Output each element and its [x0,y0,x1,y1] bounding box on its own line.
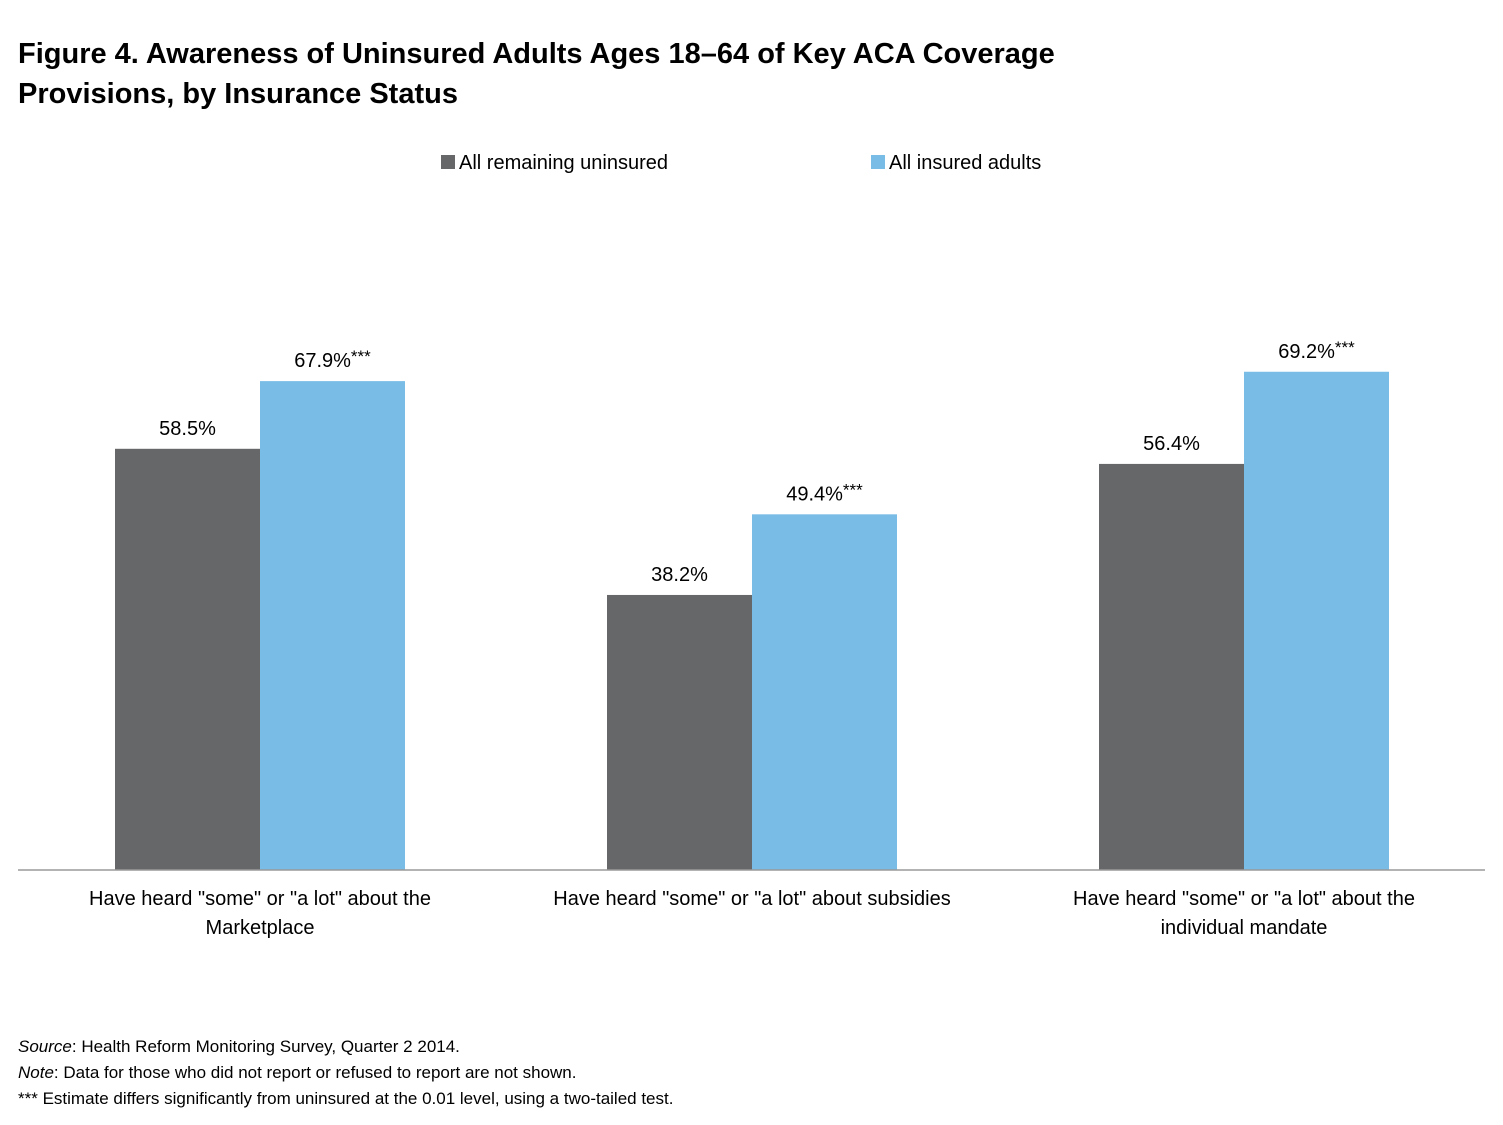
bar-uninsured-2 [607,594,752,870]
source-line: Source: Health Reform Monitoring Survey,… [18,1034,1418,1060]
value-label-number: 56.4% [1143,433,1200,455]
value-label-number: 38.2% [651,564,708,586]
legend-swatch [871,155,885,169]
value-label-number: 69.2% [1278,341,1335,363]
chart-title-line-1: Figure 4. Awareness of Uninsured Adults … [18,38,1055,70]
category-label-3-line-2: individual mandate [1161,917,1328,939]
bar-insured-2 [752,514,897,870]
legend-item-uninsured: All remaining uninsured [441,152,668,174]
bar-group [115,371,1389,870]
note-text: : Data for those who did not report or r… [53,1063,577,1082]
legend-swatch [441,155,455,169]
category-label-3-line-1: Have heard "some" or "a lot" about the [1073,888,1415,910]
category-labels: Have heard "some" or "a lot" about the Ma… [89,888,1415,939]
value-label-insured-2: 49.4%*** [786,480,863,505]
value-label-number: 49.4% [786,483,843,505]
note-label: Note [18,1063,54,1082]
category-label-1-line-2: Marketplace [206,917,315,939]
significance-marker: *** [1335,338,1355,357]
category-label-2-line-1: Have heard "some" or "a lot" about subsi… [553,888,951,910]
value-label-uninsured-2: 38.2% [651,564,708,586]
significance-note: *** Estimate differs significantly from … [18,1089,674,1108]
value-label-uninsured-3: 56.4% [1143,433,1200,455]
chart-title: Figure 4. Awareness of Uninsured Adults … [18,34,1318,114]
bar-uninsured-3 [1099,463,1244,870]
source-label: Source [18,1037,72,1056]
category-label-1-line-1: Have heard "some" or "a lot" about the [89,888,431,910]
legend-label: All insured adults [889,152,1041,174]
bar-insured-3 [1244,371,1389,870]
bar-insured-1 [260,381,405,870]
value-label-uninsured-1: 58.5% [159,418,216,440]
value-label-insured-3: 69.2%*** [1278,338,1355,363]
significance-marker: *** [351,347,371,366]
significance-marker: *** [843,480,863,499]
legend-item-insured: All insured adults [871,152,1041,174]
value-label-number: 67.9% [294,350,351,372]
source-text: : Health Reform Monitoring Survey, Quart… [71,1037,460,1056]
value-label-insured-1: 67.9%*** [294,347,371,372]
chart-title-line-2: Provisions, by Insurance Status [18,78,458,110]
note-line: Note: Data for those who did not report … [18,1060,1418,1086]
footer: Source: Health Reform Monitoring Survey,… [18,1034,1418,1112]
value-label-number: 58.5% [159,418,216,440]
bar-uninsured-1 [115,448,260,870]
legend-label: All remaining uninsured [459,152,668,174]
value-labels: 58.5%67.9%***38.2%49.4%***56.4%69.2%*** [159,338,1355,586]
legend: All remaining uninsured All insured adult… [441,152,1041,174]
